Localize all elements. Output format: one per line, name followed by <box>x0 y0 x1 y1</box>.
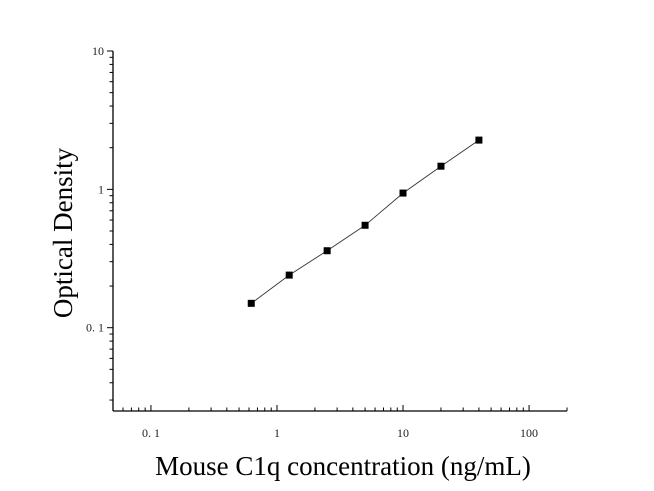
x-ticks: 0. 1 1 10 100 <box>112 405 568 440</box>
axes <box>112 51 567 412</box>
y-tick-label: 0. 1 <box>86 321 104 335</box>
data-point <box>247 299 255 307</box>
fit-curve <box>251 139 480 304</box>
data-points-layer <box>247 136 483 307</box>
x-axis-title: Mouse C1q concentration (ng/mL) <box>155 451 531 481</box>
y-ticks: 0. 1 1 10 <box>86 44 113 401</box>
y-axis-title: Optical Density <box>48 147 78 318</box>
x-tick-label: 10 <box>397 426 409 440</box>
data-point <box>399 189 407 197</box>
fit-curve-layer <box>251 139 480 304</box>
y-tick-label: 10 <box>92 44 104 58</box>
data-point <box>437 162 445 170</box>
data-point <box>323 247 331 255</box>
x-tick-label: 100 <box>520 426 538 440</box>
x-tick-label: 1 <box>274 426 280 440</box>
data-point <box>285 271 293 279</box>
x-tick-label: 0. 1 <box>142 426 160 440</box>
data-point <box>361 221 369 229</box>
data-point <box>475 136 483 144</box>
y-tick-label: 1 <box>98 182 104 196</box>
